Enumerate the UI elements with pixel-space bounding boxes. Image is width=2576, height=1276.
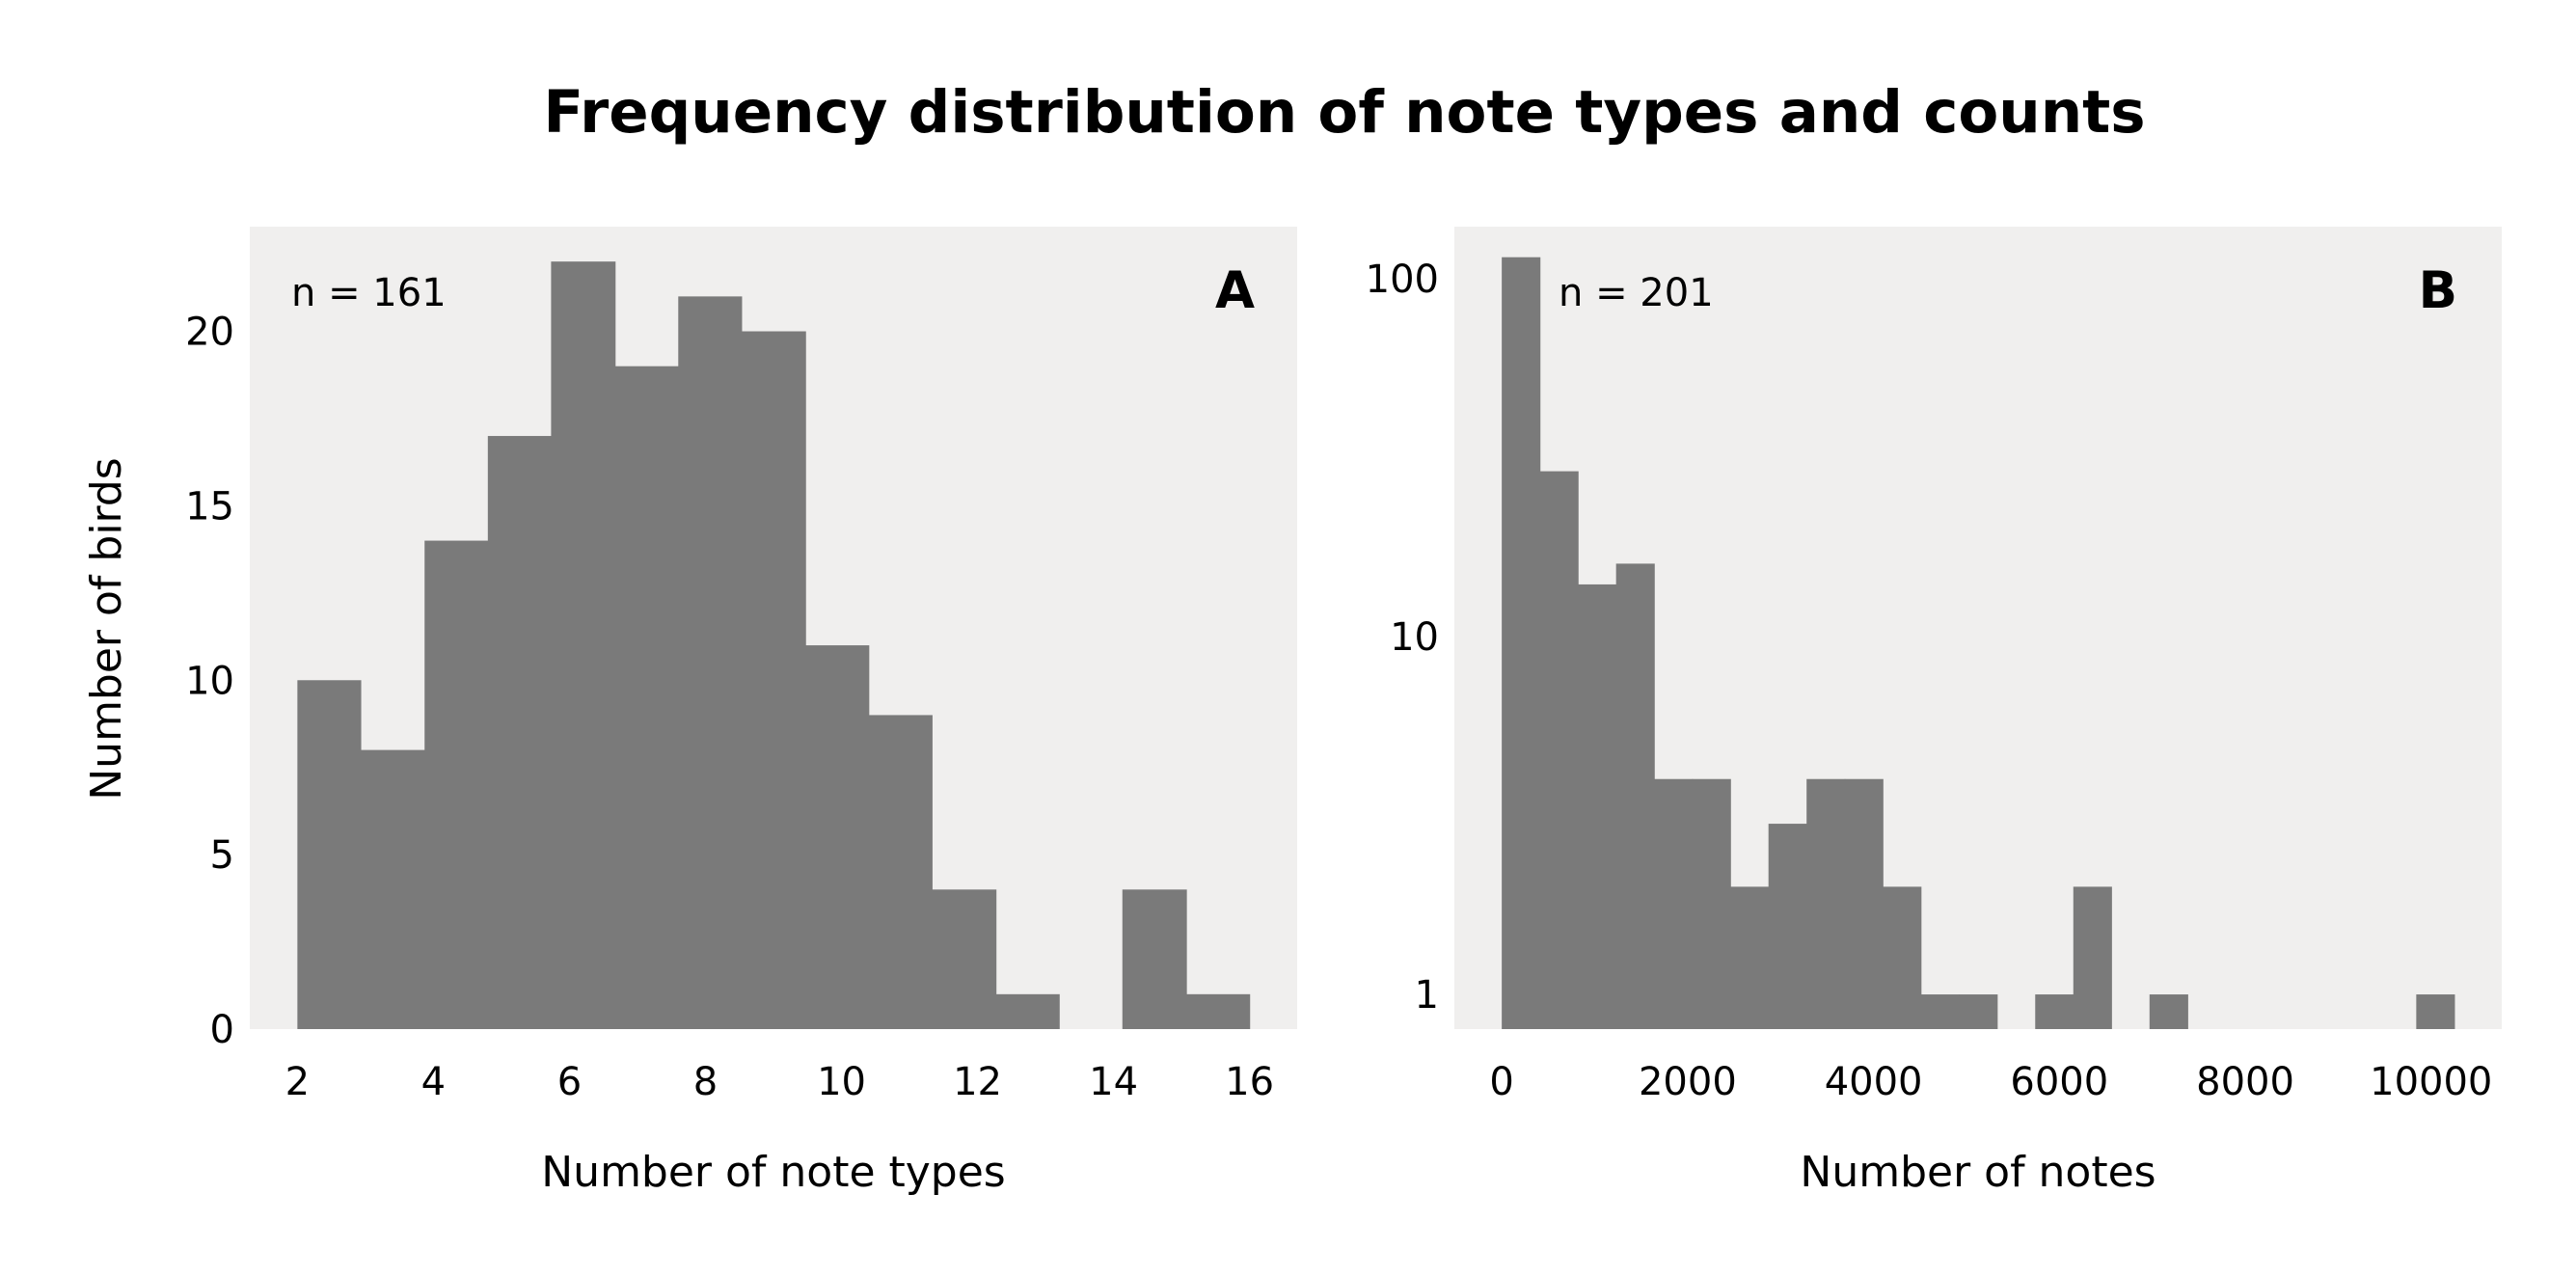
panel-a-x-tick-label: 16 (1225, 1060, 1274, 1104)
panel-b-y-tick-label: 1 (1415, 973, 1439, 1018)
panel-b-bar (1883, 886, 1922, 1029)
panel-a-y-tick-label: 10 (185, 659, 234, 703)
panel-a-bar (297, 680, 362, 1029)
panel-a-bar (995, 993, 1060, 1029)
panel-b-y-tick-label: 100 (1366, 258, 1439, 302)
panel-b-x-ticks: 0 2000 4000 6000 8000 10000 (1489, 1060, 2492, 1104)
panel-b-letter: B (2419, 261, 2457, 320)
panel-b-n-label: n = 201 (1559, 271, 1714, 315)
panel-a-y-tick-label: 5 (210, 833, 234, 878)
panel-a-x-tick-label: 6 (557, 1060, 582, 1104)
panel-a-bar (678, 296, 743, 1030)
panel-b-y-tick-label: 10 (1390, 615, 1439, 660)
panel-a-bar (1186, 993, 1251, 1029)
panel-a-bar (805, 645, 870, 1029)
panel-b-bar (1578, 584, 1617, 1029)
panel-b-x-tick-label: 6000 (2010, 1060, 2108, 1104)
panel-a-x-axis-label: Number of note types (541, 1148, 1005, 1197)
panel-b-x-tick-label: 2000 (1639, 1060, 1737, 1104)
panel-a-x-tick-label: 14 (1089, 1060, 1138, 1104)
panel-b-bar (1654, 778, 1694, 1029)
panel-b-x-tick-label: 4000 (1825, 1060, 1923, 1104)
panel-b-y-ticks: 1 10 100 (1366, 258, 1439, 1018)
panel-a-y-tick-label: 0 (210, 1008, 234, 1052)
panel-a-x-tick-label: 8 (693, 1060, 718, 1104)
panel-a-bar (868, 715, 933, 1029)
panel-b-x-axis-label: Number of notes (1800, 1148, 2156, 1197)
panel-b-bar (2073, 886, 2112, 1029)
panel-a-y-tick-label: 15 (185, 484, 234, 529)
panel-b-bar (1615, 563, 1655, 1029)
panel-b-bar (1806, 778, 1846, 1029)
panel-b-bar (1959, 994, 1998, 1029)
panel-a-letter: A (1215, 261, 1255, 320)
panel-b-bar (2149, 994, 2188, 1029)
panel-a-bar (487, 436, 552, 1029)
panel-a-x-tick-label: 10 (817, 1060, 866, 1104)
panel-b-bar (1502, 257, 1541, 1029)
panel-a-bar (1122, 889, 1187, 1029)
panel-a-bar (932, 889, 997, 1029)
panel-a-bar (614, 366, 679, 1029)
panel-a-bar (741, 331, 806, 1029)
panel-a-x-tick-label: 12 (953, 1060, 1002, 1104)
panel-b-bar (2416, 994, 2455, 1029)
panel-a-x-tick-label: 2 (285, 1060, 310, 1104)
panel-b-bar (1539, 471, 1579, 1029)
panel-a-y-tick-label: 20 (185, 311, 234, 355)
panel-a-x-tick-label: 4 (421, 1060, 446, 1104)
panel-a-y-ticks: 0 5 10 15 20 (185, 311, 234, 1052)
panel-b-bar (1920, 994, 1960, 1029)
panel-a-bar (424, 540, 489, 1029)
panel-b-bars (1502, 257, 2455, 1029)
panel-b-bar (1768, 824, 1807, 1029)
panel-a-bar (360, 749, 425, 1029)
panel-b-x-tick-label: 10000 (2370, 1060, 2492, 1104)
panel-a-bars (297, 261, 1251, 1030)
panel-a: 2 4 6 8 10 12 14 16 0 5 10 15 20 n = 161 A Number o… (185, 227, 1297, 1197)
shared-y-axis-label: Number of birds (82, 457, 131, 800)
panel-b-x-tick-label: 8000 (2196, 1060, 2294, 1104)
panel-b-bar (1692, 778, 1731, 1029)
panel-a-n-label: n = 161 (291, 271, 447, 315)
panel-b-bar (1844, 778, 1884, 1029)
panel-a-bar (551, 261, 616, 1029)
panel-b-x-tick-label: 0 (1489, 1060, 1513, 1104)
panel-b-bar (2035, 994, 2074, 1029)
panel-a-x-ticks: 2 4 6 8 10 12 14 16 (285, 1060, 1274, 1104)
panel-b-bar (1730, 886, 1770, 1029)
figure-title: Frequency distribution of note types and… (543, 78, 2145, 147)
